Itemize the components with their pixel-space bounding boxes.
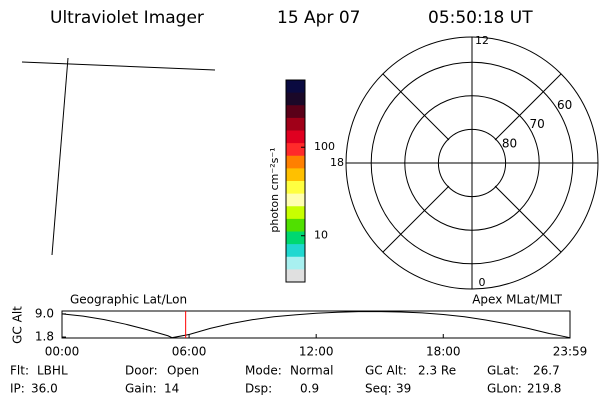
status-key: GC Alt: — [365, 364, 407, 378]
lat-ring — [437, 128, 507, 198]
colorbar-band — [286, 130, 305, 144]
status-key: GLon: — [487, 382, 522, 396]
colorbar-band — [286, 168, 305, 182]
colorbar-band — [286, 206, 305, 220]
status-value: 219.8 — [527, 382, 561, 396]
colorbar-band — [286, 193, 305, 207]
status-value: 14 — [164, 382, 179, 396]
status-value: 39 — [396, 382, 411, 396]
status-value: Open — [167, 364, 199, 378]
status-value: LBHL — [37, 364, 68, 378]
status-key: Gain: — [125, 382, 157, 396]
status-key: Dsp: — [245, 382, 272, 396]
date: 15 Apr 07 — [277, 8, 360, 28]
status-key: Door: — [125, 364, 158, 378]
plot-frame — [61, 310, 571, 339]
colorbar-band — [286, 269, 305, 283]
lat-ring-label: 60 — [557, 98, 572, 112]
status-key: Flt: — [10, 364, 29, 378]
status-key: Mode: — [245, 364, 282, 378]
status-value: 2.3 Re — [418, 364, 456, 378]
status-key: IP: — [10, 382, 25, 396]
region-label: Geographic Lat/Lon — [70, 293, 187, 307]
lat-ring — [404, 95, 540, 231]
x-tick-label: 18:00 — [426, 345, 461, 359]
status-value: 26.7 — [533, 364, 560, 378]
y-axis-label: GC Alt — [11, 306, 25, 344]
y-tick-label: 1.8 — [35, 330, 54, 344]
mlt-label: 18 — [330, 156, 344, 169]
altitude-line — [61, 311, 571, 339]
status-key: GLat: — [487, 364, 519, 378]
colorbar-band — [286, 218, 305, 232]
colorbar-band — [286, 256, 305, 270]
time: 05:50:18 UT — [428, 8, 533, 28]
colorbar-tick-label: 10 — [314, 229, 328, 242]
status-value: 36.0 — [31, 382, 58, 396]
colorbar-tick-label: 100 — [314, 140, 335, 153]
colorbar-band — [286, 181, 305, 195]
colorbar-band — [286, 143, 305, 157]
x-tick-label: 12:00 — [299, 345, 334, 359]
colorbar-band — [286, 117, 305, 131]
colorbar-band — [286, 155, 305, 169]
mlt-label: 12 — [475, 34, 489, 47]
colorbar-band — [286, 244, 305, 258]
mlt-label: 0 — [479, 276, 486, 289]
colorbar-band — [286, 80, 305, 94]
x-tick-label: 23:59 — [553, 345, 588, 359]
status-value: Normal — [290, 364, 333, 378]
status-key: Seq: — [365, 382, 392, 396]
polar-frame — [345, 36, 599, 290]
map-outline — [21, 57, 216, 256]
colorbar-band — [286, 231, 305, 245]
colorbar-band — [286, 105, 305, 119]
y-tick-label: 9.0 — [35, 306, 54, 320]
lat-ring-label: 80 — [502, 136, 517, 150]
colorbar-label: photon cm⁻²s⁻¹ — [268, 147, 281, 232]
instrument-title: Ultraviolet Imager — [50, 8, 204, 28]
lat-ring-label: 70 — [529, 117, 544, 131]
colorbar-frame — [285, 79, 306, 283]
status-value: 0.9 — [300, 382, 319, 396]
region-label: Apex MLat/MLT — [472, 293, 562, 307]
lat-ring — [370, 61, 574, 265]
colorbar-band — [286, 92, 305, 106]
x-tick-label: 06:00 — [172, 345, 207, 359]
x-tick-label: 00:00 — [45, 345, 80, 359]
